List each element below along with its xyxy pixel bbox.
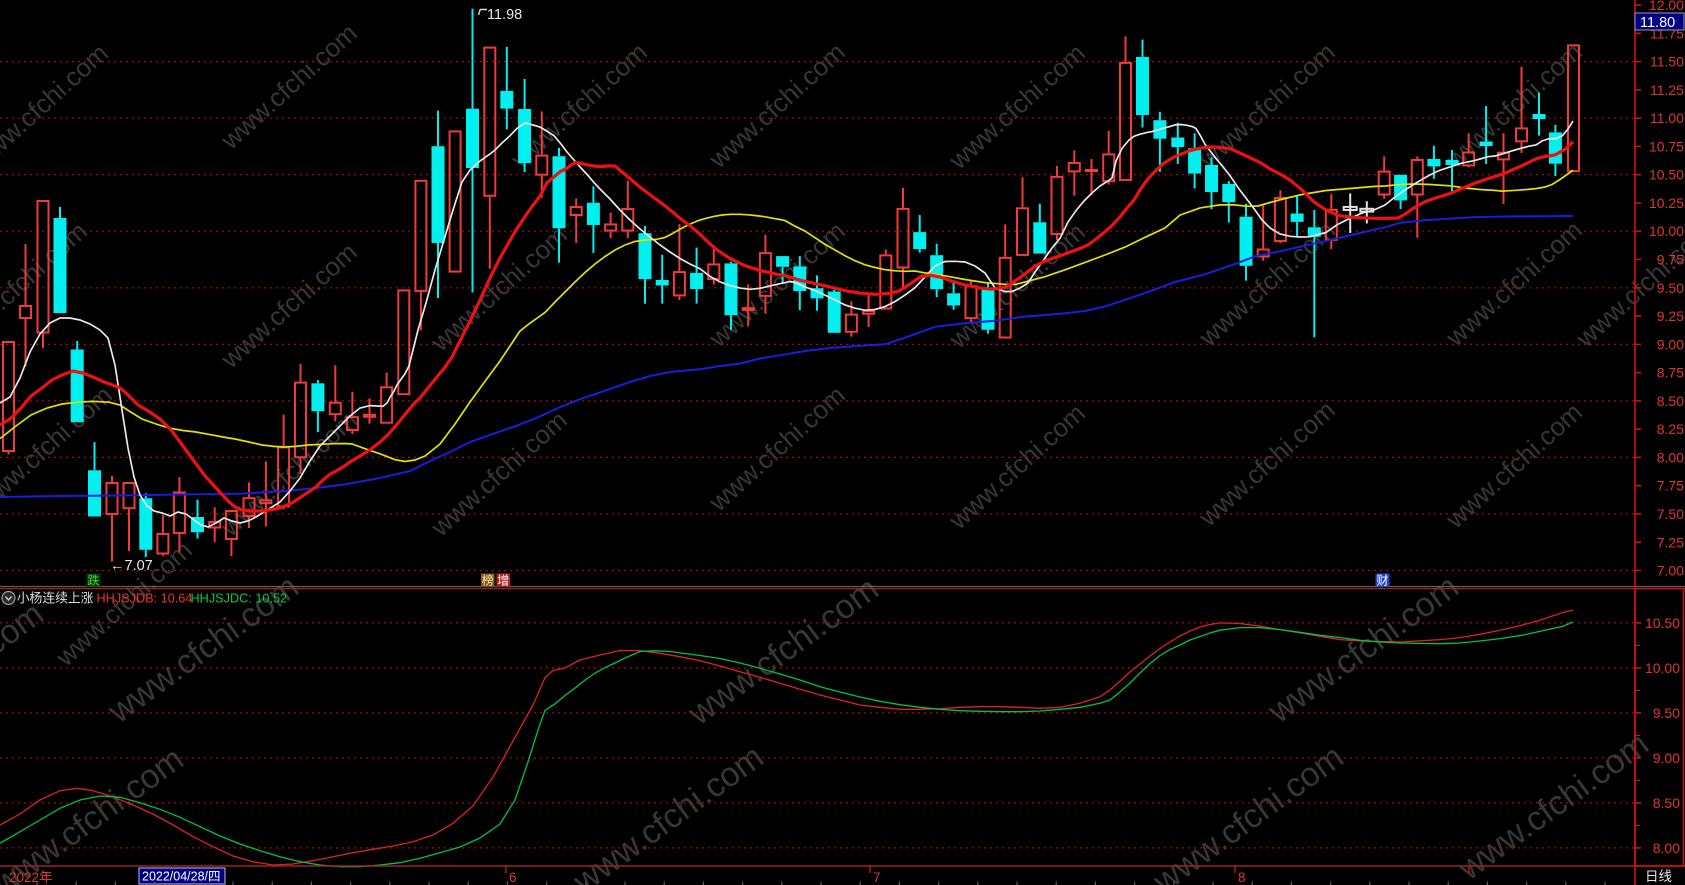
svg-text:9.00: 9.00 (1657, 336, 1684, 352)
svg-text:11.98: 11.98 (487, 7, 522, 23)
svg-text:8.25: 8.25 (1657, 421, 1684, 437)
svg-text:7.50: 7.50 (1657, 506, 1684, 522)
svg-text:榜: 榜 (482, 573, 494, 588)
svg-text:10.50: 10.50 (1645, 615, 1680, 631)
svg-text:9.50: 9.50 (1653, 705, 1680, 721)
svg-text:9.50: 9.50 (1657, 280, 1684, 296)
svg-text:8.00: 8.00 (1653, 840, 1680, 856)
svg-text:2022/04/28/四: 2022/04/28/四 (142, 870, 221, 884)
svg-text:日线: 日线 (1645, 869, 1672, 884)
svg-text:10.00: 10.00 (1645, 660, 1680, 676)
svg-text:财: 财 (1376, 574, 1388, 588)
svg-text:7.00: 7.00 (1657, 563, 1684, 579)
svg-text:HHJSJDC: 10.52: HHJSJDC: 10.52 (191, 592, 288, 606)
svg-text:7.25: 7.25 (1657, 534, 1684, 550)
svg-text:小杨连续上涨: 小杨连续上涨 (17, 591, 94, 606)
svg-text:跌: 跌 (87, 573, 99, 588)
svg-text:11.80: 11.80 (1640, 15, 1675, 31)
svg-text:HHJSJDB: 10.64: HHJSJDB: 10.64 (97, 592, 193, 606)
svg-text:2022年: 2022年 (9, 870, 53, 885)
svg-text:7: 7 (873, 870, 881, 885)
svg-text:8.00: 8.00 (1657, 449, 1684, 465)
svg-text:10.50: 10.50 (1649, 167, 1684, 183)
svg-text:8.75: 8.75 (1657, 365, 1684, 381)
svg-text:11.25: 11.25 (1650, 82, 1684, 98)
svg-text:11.50: 11.50 (1650, 54, 1684, 70)
svg-text:10.25: 10.25 (1649, 195, 1684, 211)
svg-text:←7.07: ←7.07 (110, 558, 153, 574)
svg-text:11.00: 11.00 (1650, 110, 1684, 126)
svg-text:增: 增 (497, 574, 509, 588)
svg-text:9.00: 9.00 (1653, 750, 1680, 766)
svg-text:9.75: 9.75 (1657, 252, 1684, 268)
svg-text:7.75: 7.75 (1657, 478, 1684, 494)
svg-text:12.00: 12.00 (1649, 0, 1684, 13)
svg-text:6: 6 (509, 870, 517, 885)
svg-text:8.50: 8.50 (1653, 795, 1680, 811)
svg-text:10.75: 10.75 (1649, 138, 1684, 154)
svg-text:8: 8 (1238, 870, 1246, 885)
svg-text:10.00: 10.00 (1649, 223, 1684, 239)
svg-text:9.25: 9.25 (1657, 308, 1684, 324)
svg-text:8.50: 8.50 (1657, 393, 1684, 409)
